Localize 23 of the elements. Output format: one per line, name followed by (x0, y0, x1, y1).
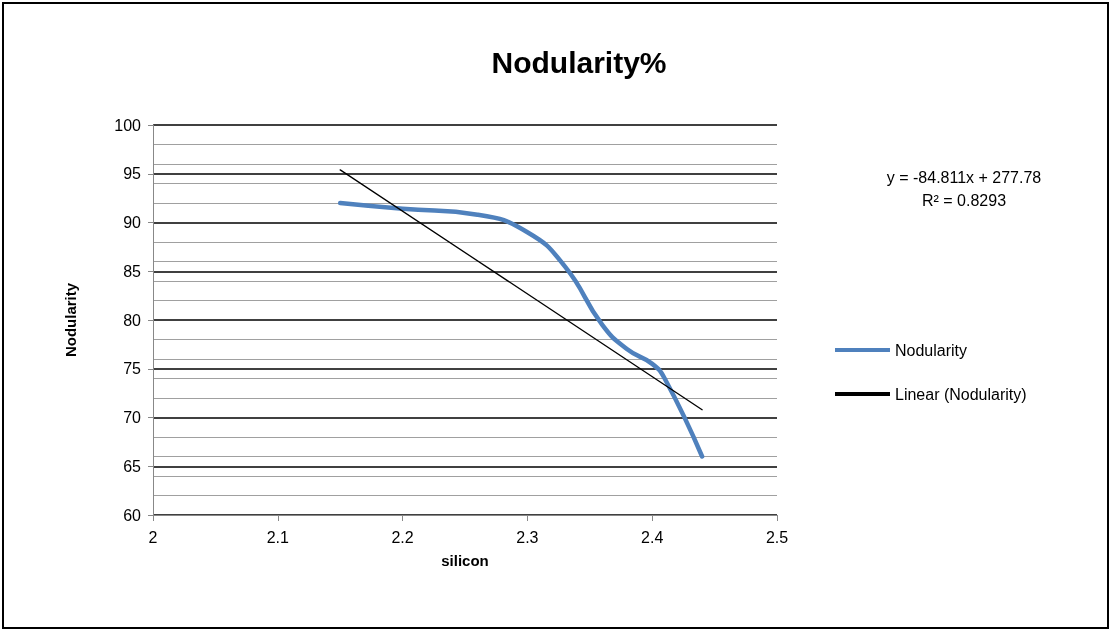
x-tick-label: 2 (148, 528, 158, 546)
y-tick-label: 80 (123, 311, 142, 329)
x-tick-label: 2.2 (391, 528, 414, 546)
y-tick-label: 85 (123, 262, 142, 280)
legend-label: Linear (Nodularity) (895, 385, 1027, 403)
chart-title: Nodularity% (491, 45, 667, 79)
line-series (337, 200, 705, 459)
text: R² = 0.8293 (921, 191, 1007, 209)
y-axis-title: Nodularity (62, 282, 79, 358)
y-tick-label: 95 (123, 165, 142, 183)
x-tick-label: 2.4 (641, 528, 664, 546)
y-tick-label: 90 (123, 214, 142, 231)
x-axis-title: silicon (441, 552, 489, 569)
y-tick-label: 65 (123, 457, 142, 475)
text: y = -84.811x + 277.78 (886, 168, 1042, 186)
x-tick-label: 2.1 (266, 528, 290, 546)
x-tick-label: 2.5 (765, 528, 789, 546)
y-tick-label: 75 (123, 360, 142, 378)
x-tick-label: 2.3 (516, 528, 539, 546)
y-tick-label: 70 (123, 409, 142, 426)
y-tick-label: 60 (123, 506, 142, 524)
legend-label: Nodularity (895, 341, 968, 359)
y-tick-label: 100 (114, 116, 142, 134)
